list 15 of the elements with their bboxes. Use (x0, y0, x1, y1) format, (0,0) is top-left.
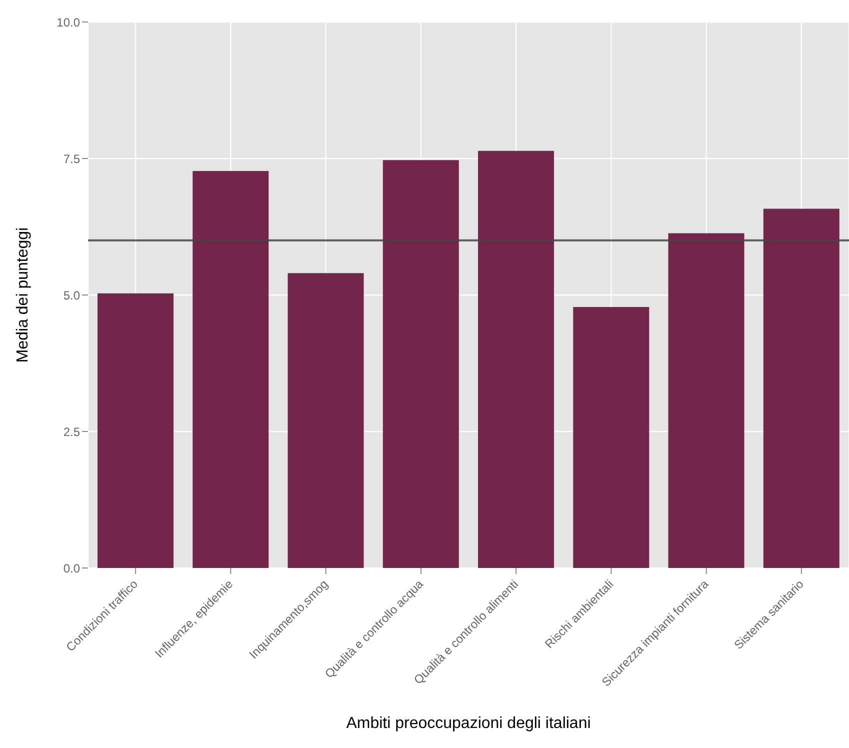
y-tick-label: 10.0 (56, 15, 80, 30)
y-tick-label: 7.5 (63, 152, 80, 166)
y-axis-title: Media dei punteggi (14, 227, 32, 363)
bar (382, 160, 459, 568)
bar (668, 233, 744, 568)
bar (573, 307, 650, 568)
x-axis-title: Ambiti preoccupazioni degli italiani (346, 715, 591, 732)
bar (192, 171, 269, 568)
bar (478, 150, 554, 568)
bar (288, 273, 364, 568)
y-tick-label: 2.5 (63, 424, 80, 439)
y-tick-label: 0.0 (63, 561, 80, 576)
y-tick-label: 5.0 (63, 288, 80, 302)
bar (98, 293, 174, 568)
bar (763, 208, 840, 568)
